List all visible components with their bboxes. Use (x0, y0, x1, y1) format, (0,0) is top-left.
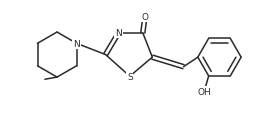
Text: OH: OH (197, 87, 211, 96)
Text: N: N (115, 29, 122, 38)
Text: O: O (141, 13, 149, 22)
Text: S: S (127, 72, 133, 81)
Text: N: N (73, 39, 80, 48)
